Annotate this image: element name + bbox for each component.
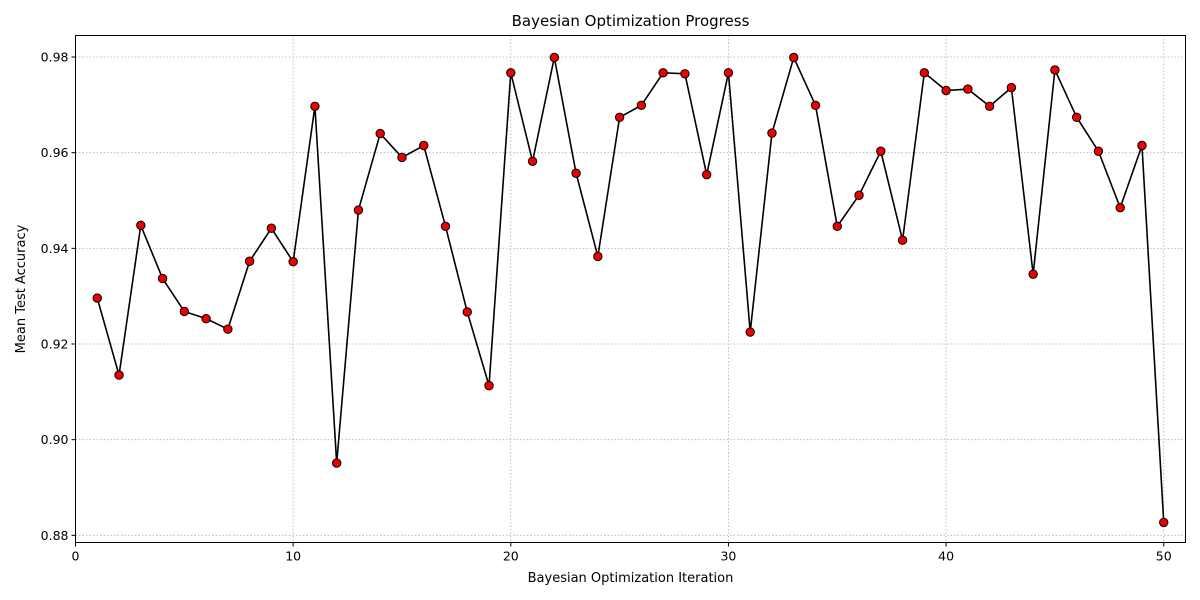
x-tick-label: 30 <box>720 549 736 564</box>
data-point <box>136 220 146 231</box>
series-line <box>96 55 1165 523</box>
data-point <box>1115 202 1125 213</box>
data-point <box>92 293 102 303</box>
data-point <box>157 273 168 284</box>
x-tick-label: 50 <box>1156 549 1172 564</box>
data-point <box>419 140 429 151</box>
data-point <box>397 152 407 163</box>
data-point <box>1137 140 1147 151</box>
data-point <box>897 235 908 245</box>
x-tick-label: 0 <box>72 549 80 564</box>
data-point <box>984 101 995 111</box>
data-point <box>484 380 494 391</box>
data-point <box>593 251 603 262</box>
data-point <box>223 324 233 334</box>
data-point <box>527 156 538 166</box>
x-tick-label: 40 <box>938 549 954 564</box>
data-point <box>680 69 690 79</box>
data-point <box>310 101 320 111</box>
data-point <box>1006 82 1017 93</box>
data-point <box>1071 112 1082 122</box>
y-tick-label: 0.98 <box>41 50 69 65</box>
data-point <box>440 221 451 232</box>
x-tick-label: 10 <box>285 549 301 564</box>
axis-ticks: 0 10 20 30 40 50 0.88 0.90 0.92 0.94 0.96 0.98 <box>41 50 1172 564</box>
y-tick-label: 0.90 <box>41 432 69 447</box>
data-point <box>1050 65 1060 75</box>
data-point <box>614 112 625 122</box>
data-point <box>832 221 842 232</box>
y-tick-label: 0.94 <box>41 241 69 256</box>
data-point <box>179 306 190 317</box>
data-point <box>1028 269 1038 279</box>
y-tick-label: 0.92 <box>41 337 69 352</box>
data-point <box>854 190 864 200</box>
data-point <box>941 85 951 96</box>
data-point <box>353 205 364 215</box>
series-accuracy <box>92 52 1169 528</box>
x-tick-label: 20 <box>503 549 519 564</box>
grid-lines <box>75 35 1186 543</box>
data-point <box>549 52 560 63</box>
data-point <box>876 146 886 156</box>
y-tick-label: 0.96 <box>41 145 69 160</box>
data-point <box>244 256 255 266</box>
data-point <box>114 370 124 380</box>
chart-title: Bayesian Optimization Progress <box>512 12 750 30</box>
data-point <box>810 100 821 111</box>
data-point <box>288 257 298 267</box>
y-axis-label: Mean Test Accuracy <box>14 224 29 353</box>
data-point <box>919 68 930 78</box>
data-point <box>1159 517 1169 528</box>
data-point <box>636 100 647 111</box>
data-point <box>375 128 385 139</box>
data-point <box>789 52 799 63</box>
x-axis-label: Bayesian Optimization Iteration <box>528 571 734 586</box>
y-tick-label: 0.88 <box>41 528 69 543</box>
data-point <box>963 84 973 94</box>
data-point <box>571 168 581 178</box>
data-point <box>506 68 516 78</box>
data-point <box>767 128 777 138</box>
data-point <box>658 68 668 78</box>
data-point <box>745 327 755 337</box>
plot-frame <box>75 35 1186 543</box>
data-point <box>331 458 342 468</box>
data-point <box>266 223 277 233</box>
data-point <box>201 313 211 324</box>
data-point <box>701 169 712 180</box>
data-point <box>462 307 472 317</box>
data-point <box>1093 146 1104 156</box>
data-point <box>723 68 734 78</box>
